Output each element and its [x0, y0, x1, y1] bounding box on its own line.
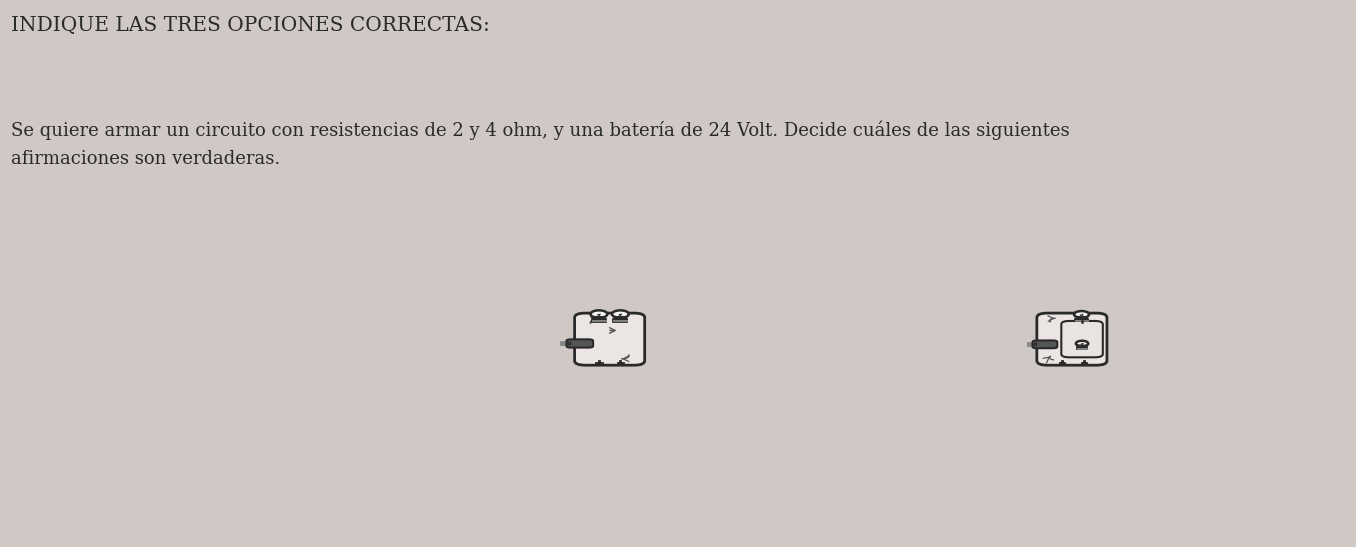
- FancyBboxPatch shape: [1037, 313, 1106, 365]
- FancyBboxPatch shape: [613, 319, 628, 322]
- Polygon shape: [593, 317, 605, 319]
- Ellipse shape: [591, 310, 607, 318]
- FancyBboxPatch shape: [1032, 340, 1058, 348]
- Ellipse shape: [1074, 311, 1089, 318]
- Ellipse shape: [1075, 341, 1089, 346]
- Ellipse shape: [568, 342, 571, 345]
- FancyBboxPatch shape: [591, 319, 606, 322]
- Ellipse shape: [1035, 344, 1037, 345]
- Text: INDIQUE LAS TRES OPCIONES CORRECTAS:: INDIQUE LAS TRES OPCIONES CORRECTAS:: [11, 16, 490, 36]
- FancyBboxPatch shape: [1062, 321, 1102, 357]
- FancyBboxPatch shape: [567, 339, 593, 347]
- FancyBboxPatch shape: [1075, 319, 1088, 321]
- FancyBboxPatch shape: [1077, 347, 1088, 349]
- Polygon shape: [614, 317, 626, 319]
- Polygon shape: [1078, 346, 1086, 347]
- FancyBboxPatch shape: [575, 313, 644, 365]
- Ellipse shape: [612, 310, 629, 318]
- Text: Se quiere armar un circuito con resistencias de 2 y 4 ohm, y una batería de 24 V: Se quiere armar un circuito con resisten…: [11, 120, 1070, 167]
- Polygon shape: [1075, 317, 1088, 319]
